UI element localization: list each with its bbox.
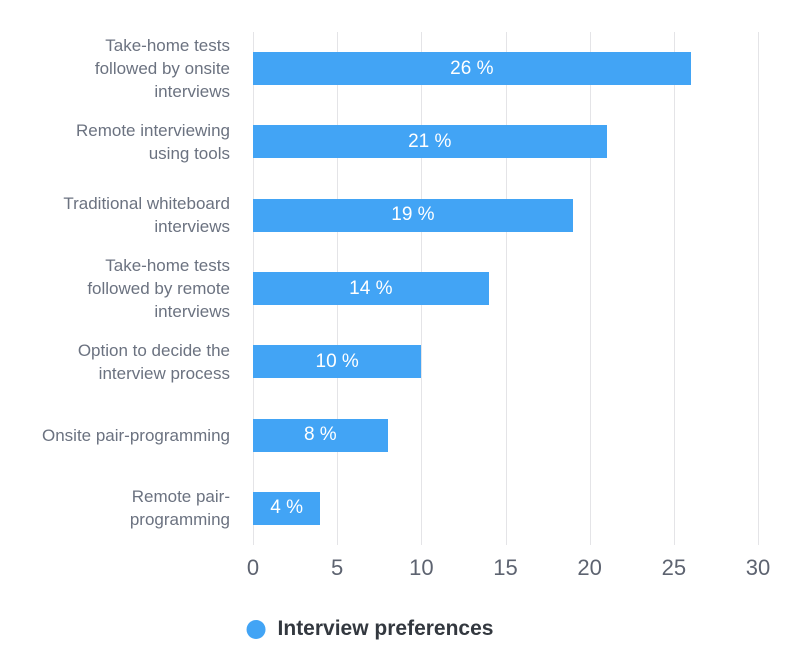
bar-value-label: 8 %: [303, 424, 337, 446]
bar-value-label: 21 %: [408, 130, 452, 152]
legend-marker-dot-icon: [246, 619, 266, 639]
category-label: Onsite pair-programming: [41, 425, 230, 445]
legend-label: Interview preferences: [277, 617, 494, 640]
bar-5[interactable]: 10 %: [253, 345, 422, 379]
category-label: Remote pair- programming: [129, 487, 230, 530]
bar-2[interactable]: 21 %: [253, 125, 607, 159]
gridline: [589, 32, 591, 545]
bar-value-label: 10 %: [315, 350, 359, 372]
x-tick-label: 30: [745, 555, 771, 580]
plot-area: 26 % 21 % 19 % 14 % 10 % 8 % 4 %: [253, 32, 759, 545]
x-tick-label: 20: [577, 555, 602, 580]
category-label: Take-home tests followed by onsite inter…: [94, 36, 230, 102]
bar-value-label: 4 %: [270, 497, 304, 519]
category-label: Remote interviewing using tools: [75, 120, 230, 163]
x-tick-label: 10: [409, 555, 434, 580]
gridline: [758, 32, 759, 545]
bar-3[interactable]: 19 %: [253, 198, 573, 232]
x-tick-label: 25: [661, 555, 687, 580]
legend-item-interview-preferences[interactable]: Interview preferences: [246, 617, 494, 641]
category-label: Traditional whiteboard interviews: [63, 194, 230, 237]
bar-value-label: 14 %: [349, 277, 393, 299]
x-tick-label: 15: [493, 555, 518, 580]
bar-7[interactable]: 4 %: [253, 491, 321, 525]
category-label: Option to decide the interview process: [77, 340, 230, 383]
bar-6[interactable]: 8 %: [253, 418, 388, 452]
bar-value-label: 26 %: [450, 57, 494, 79]
x-tick-label: 5: [331, 555, 344, 580]
category-label: Take-home tests followed by remote inter…: [87, 256, 230, 321]
gridline: [505, 32, 507, 545]
bar-4[interactable]: 14 %: [253, 272, 489, 305]
bar-1[interactable]: 26 %: [253, 52, 691, 86]
gridline: [673, 32, 675, 545]
bar-value-label: 19 %: [391, 204, 435, 226]
x-tick-label: 0: [246, 555, 260, 580]
